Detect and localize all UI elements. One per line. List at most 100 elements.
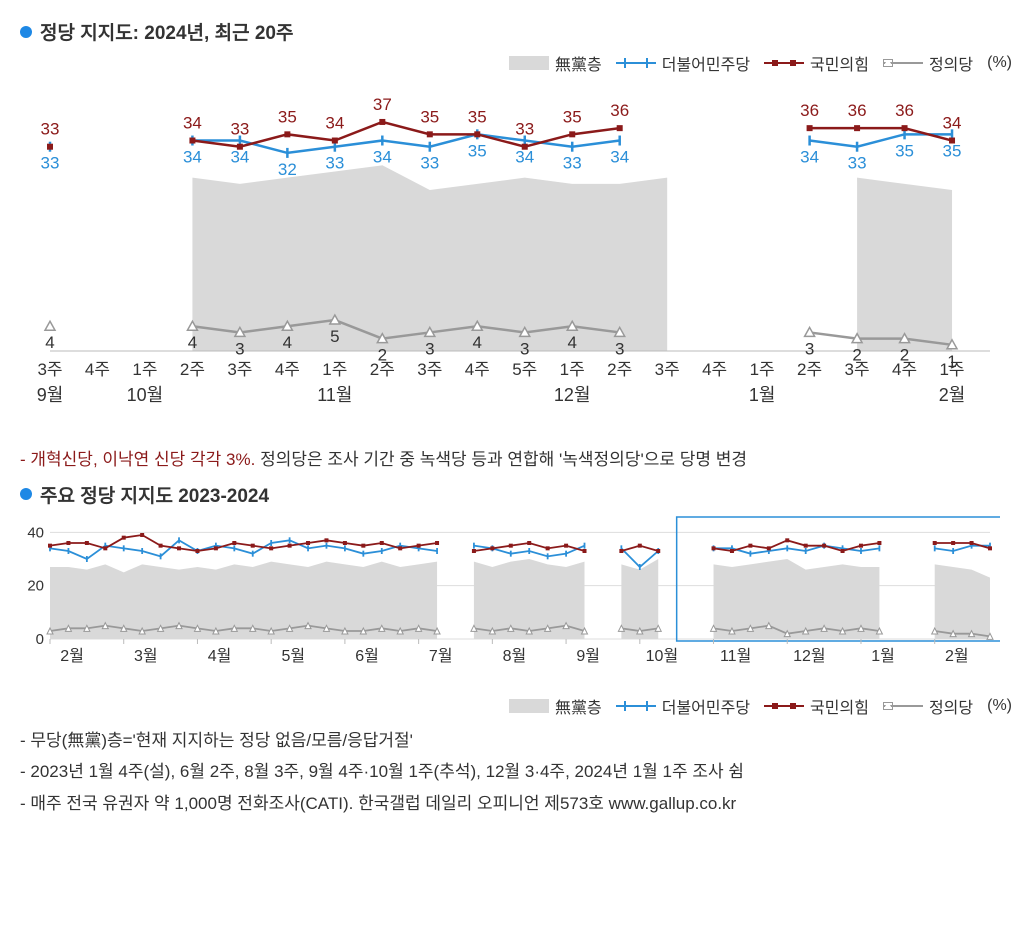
chart2: 020402월3월4월5월6월7월8월9월10월11월12월1월2월: [20, 514, 1012, 694]
svg-text:36: 36: [848, 101, 867, 120]
svg-text:1월: 1월: [871, 647, 895, 665]
section1-footnote: - 개혁신당, 이낙연 신당 각각 3%. 정의당은 조사 기간 중 녹색당 등…: [20, 447, 1012, 473]
svg-text:34: 34: [325, 114, 344, 133]
svg-text:35: 35: [895, 141, 914, 160]
legend-ppp: 국민의힘: [764, 51, 869, 75]
footnote-2: - 2023년 1월 4주(설), 6월 2주, 8월 3주, 9월 4주·10…: [20, 759, 1012, 785]
section1-title: 정당 지지도: 2024년, 최근 20주: [20, 18, 1012, 45]
svg-text:3: 3: [425, 339, 434, 358]
svg-text:1주: 1주: [939, 360, 964, 379]
svg-text:35: 35: [420, 107, 439, 126]
svg-text:35: 35: [468, 107, 487, 126]
svg-text:1주: 1주: [750, 360, 775, 379]
svg-text:36: 36: [800, 101, 819, 120]
svg-text:1주: 1주: [560, 360, 585, 379]
svg-text:34: 34: [230, 148, 249, 167]
svg-text:4월: 4월: [208, 647, 232, 665]
legend-justice: 정의당: [883, 51, 973, 75]
svg-text:10월: 10월: [127, 385, 164, 405]
svg-text:3: 3: [235, 339, 244, 358]
svg-text:33: 33: [41, 154, 60, 173]
svg-text:3월: 3월: [134, 647, 158, 665]
svg-text:5월: 5월: [281, 647, 305, 665]
svg-text:40: 40: [27, 524, 44, 541]
svg-text:5: 5: [330, 327, 339, 346]
svg-text:4주: 4주: [275, 360, 300, 379]
svg-text:33: 33: [563, 154, 582, 173]
svg-text:34: 34: [610, 148, 629, 167]
svg-text:12월: 12월: [554, 385, 591, 405]
svg-text:33: 33: [41, 120, 60, 139]
svg-text:11월: 11월: [317, 385, 352, 405]
section2-title: 주요 정당 지지도 2023-2024: [20, 481, 1012, 508]
svg-text:35: 35: [563, 107, 582, 126]
legend-unit: (%): [987, 697, 1012, 715]
svg-text:33: 33: [325, 154, 344, 173]
svg-text:8월: 8월: [503, 647, 527, 665]
svg-text:4: 4: [567, 333, 576, 352]
svg-text:34: 34: [373, 148, 392, 167]
svg-text:33: 33: [515, 120, 534, 139]
svg-text:3: 3: [805, 339, 814, 358]
svg-text:1월: 1월: [749, 385, 776, 405]
svg-text:35: 35: [468, 141, 487, 160]
bullet-icon: [20, 488, 32, 500]
legend-minjoo: 더불어민주당: [616, 694, 750, 718]
svg-text:12월: 12월: [793, 647, 826, 665]
svg-text:33: 33: [848, 154, 867, 173]
svg-text:32: 32: [278, 160, 297, 179]
svg-text:4: 4: [45, 333, 54, 352]
svg-text:3주: 3주: [37, 360, 62, 379]
legend-nodang: 無黨층: [509, 51, 602, 75]
svg-text:4: 4: [188, 333, 197, 352]
svg-text:6월: 6월: [355, 647, 379, 665]
section1-title-text: 정당 지지도: 2024년, 최근 20주: [40, 18, 293, 45]
svg-text:2주: 2주: [370, 360, 395, 379]
svg-text:35: 35: [943, 141, 962, 160]
footnote-3: - 매주 전국 유권자 약 1,000명 전화조사(CATI). 한국갤럽 데일…: [20, 791, 1012, 817]
svg-text:34: 34: [515, 148, 534, 167]
legend-nodang: 無黨층: [509, 694, 602, 718]
svg-text:3주: 3주: [845, 360, 870, 379]
svg-text:3주: 3주: [655, 360, 680, 379]
svg-text:3주: 3주: [227, 360, 252, 379]
svg-text:2주: 2주: [180, 360, 205, 379]
svg-text:3: 3: [520, 339, 529, 358]
svg-text:4주: 4주: [892, 360, 917, 379]
svg-text:1주: 1주: [132, 360, 157, 379]
svg-text:37: 37: [373, 95, 392, 114]
svg-text:2월: 2월: [939, 385, 966, 405]
section2-title-text: 주요 정당 지지도 2023-2024: [40, 481, 269, 508]
legend-unit: (%): [987, 54, 1012, 72]
svg-text:0: 0: [36, 631, 44, 648]
svg-text:3주: 3주: [417, 360, 442, 379]
legend-ppp: 국민의힘: [764, 694, 869, 718]
footnotes: - 무당(無黨)층='현재 지지하는 정당 없음/모름/응답거절' - 2023…: [20, 728, 1012, 817]
chart1: 4434523434332213334343233343335343334343…: [20, 81, 1012, 441]
svg-text:1주: 1주: [322, 360, 347, 379]
svg-text:4주: 4주: [85, 360, 110, 379]
svg-text:4: 4: [283, 333, 292, 352]
svg-text:34: 34: [183, 148, 202, 167]
svg-text:33: 33: [230, 120, 249, 139]
svg-text:2주: 2주: [607, 360, 632, 379]
svg-text:36: 36: [895, 101, 914, 120]
bullet-icon: [20, 26, 32, 38]
svg-text:9월: 9월: [576, 647, 600, 665]
svg-text:9월: 9월: [37, 385, 64, 405]
legend-minjoo: 더불어민주당: [616, 51, 750, 75]
svg-text:10월: 10월: [646, 647, 679, 665]
svg-text:4주: 4주: [465, 360, 490, 379]
svg-text:11월: 11월: [720, 647, 751, 665]
svg-text:35: 35: [278, 107, 297, 126]
legend-2: 無黨층 더불어민주당 국민의힘 정의당 (%): [20, 694, 1012, 718]
svg-text:20: 20: [27, 577, 44, 594]
svg-text:2월: 2월: [60, 647, 84, 665]
footnote-1: - 무당(無黨)층='현재 지지하는 정당 없음/모름/응답거절': [20, 728, 1012, 754]
svg-text:34: 34: [800, 148, 819, 167]
svg-text:3: 3: [615, 339, 624, 358]
svg-text:7월: 7월: [429, 647, 453, 665]
svg-text:4: 4: [473, 333, 482, 352]
svg-text:2주: 2주: [797, 360, 822, 379]
svg-text:36: 36: [610, 101, 629, 120]
